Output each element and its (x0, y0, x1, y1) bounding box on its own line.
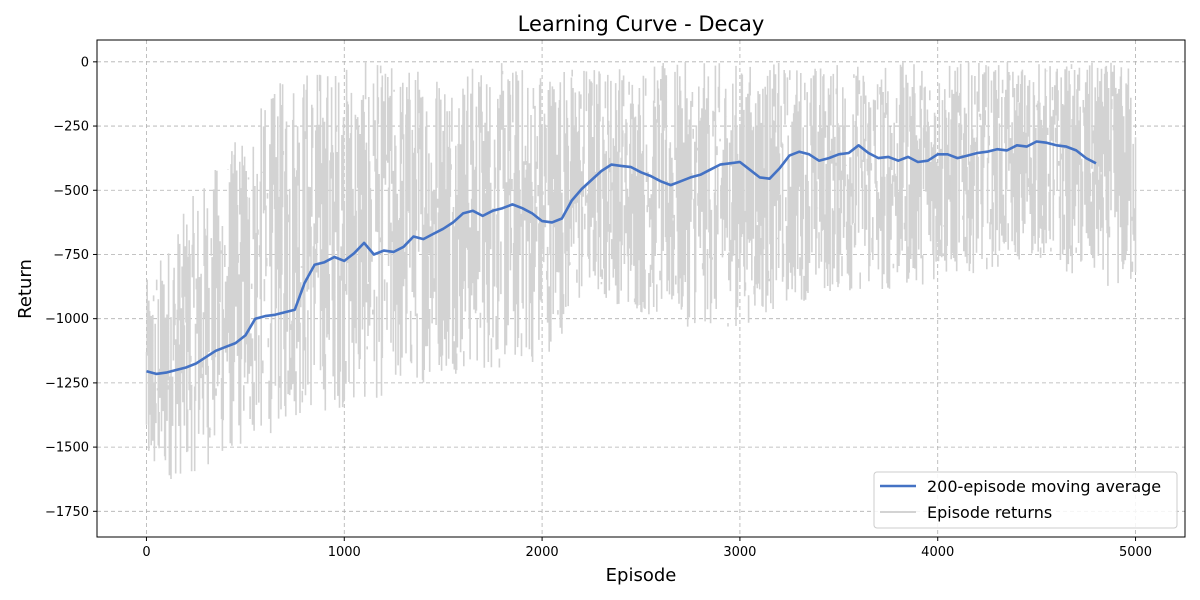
moving-average-line (146, 140, 1097, 376)
y-tick-label: 0 (81, 55, 89, 70)
episode-returns-series (145, 61, 1137, 479)
axes-frame (96, 39, 1186, 538)
y-tick-label: −500 (53, 184, 89, 199)
y-axis-label: Return (15, 259, 36, 319)
moving-average-series (146, 140, 1097, 376)
y-tick-label: −1500 (45, 441, 89, 456)
x-tick-label: 4000 (921, 545, 954, 560)
x-axis-ticks: 0 1000 2000 3000 4000 5000 (142, 537, 1152, 560)
y-axis-ticks: 0 −250 −500 −750 −1000 −1250 −1500 −1750 (45, 55, 97, 520)
y-tick-label: −1000 (45, 312, 89, 327)
legend-label-episode-returns: Episode returns (927, 503, 1052, 522)
legend-label-moving-average: 200-episode moving average (927, 477, 1161, 496)
x-tick-label: 2000 (526, 545, 559, 560)
legend: 200-episode moving average Episode retur… (873, 471, 1178, 529)
x-tick-label: 1000 (328, 545, 361, 560)
y-tick-label: −750 (53, 248, 89, 263)
y-tick-label: −1750 (45, 505, 89, 520)
episode-returns-line (145, 61, 1137, 479)
x-axis-label: Episode (606, 565, 677, 586)
x-tick-label: 3000 (723, 545, 756, 560)
chart-title: Learning Curve - Decay (518, 12, 765, 36)
y-tick-label: −250 (53, 120, 89, 135)
x-tick-label: 5000 (1119, 545, 1152, 560)
y-tick-label: −1250 (45, 376, 89, 391)
legend-box (873, 471, 1178, 529)
x-tick-label: 0 (142, 545, 150, 560)
